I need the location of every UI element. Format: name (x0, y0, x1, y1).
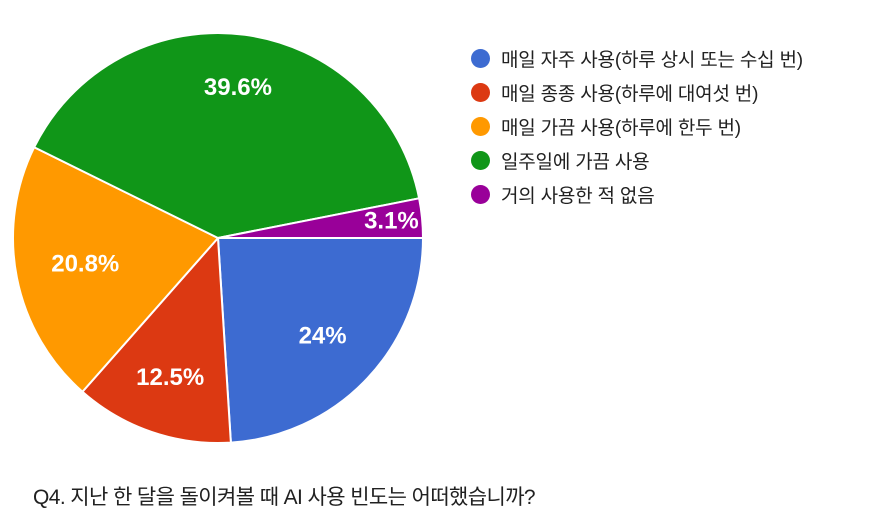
legend-color-swatch (471, 82, 490, 102)
pie-slice-label: 3.1% (364, 208, 419, 235)
legend-item: 거의 사용한 적 없음 (471, 177, 803, 211)
pie-slice-1 (217, 237, 424, 444)
legend-color-swatch (471, 184, 490, 204)
question-title: Q4. 지난 한 달을 돌이켜볼 때 AI 사용 빈도는 어떠했습니까? (33, 486, 536, 509)
legend: 매일 자주 사용(하루 상시 또는 수십 번) 매일 종종 사용(하루에 대여섯 … (471, 41, 803, 211)
pie-slice-2 (81, 237, 232, 444)
pie-chart: 24% 12.5% 20.8% 39.6% 3.1% (12, 32, 424, 444)
pie-slice-4 (33, 32, 421, 239)
legend-item-label: 거의 사용한 적 없음 (501, 185, 655, 207)
pie-slice-label: 12.5% (136, 364, 204, 391)
legend-item: 매일 가끔 사용(하루에 한두 번) (471, 109, 803, 143)
pie-slice-label: 20.8% (51, 251, 119, 278)
legend-item: 매일 자주 사용(하루 상시 또는 수십 번) (471, 41, 803, 75)
pie-slice-3 (12, 146, 219, 393)
pie-slice-label: 24% (299, 323, 347, 350)
legend-item-label: 매일 종종 사용(하루에 대여섯 번) (501, 83, 759, 105)
pie-slice-5 (217, 197, 424, 239)
legend-color-swatch (471, 48, 490, 68)
legend-item-label: 매일 자주 사용(하루 상시 또는 수십 번) (501, 49, 803, 71)
legend-item-label: 매일 가끔 사용(하루에 한두 번) (501, 117, 741, 139)
legend-item-label: 일주일에 가끔 사용 (501, 151, 650, 173)
legend-item: 일주일에 가끔 사용 (471, 143, 803, 177)
legend-color-swatch (471, 150, 490, 170)
pie-slice-label: 39.6% (204, 74, 272, 101)
legend-item: 매일 종종 사용(하루에 대여섯 번) (471, 75, 803, 109)
legend-color-swatch (471, 116, 490, 136)
